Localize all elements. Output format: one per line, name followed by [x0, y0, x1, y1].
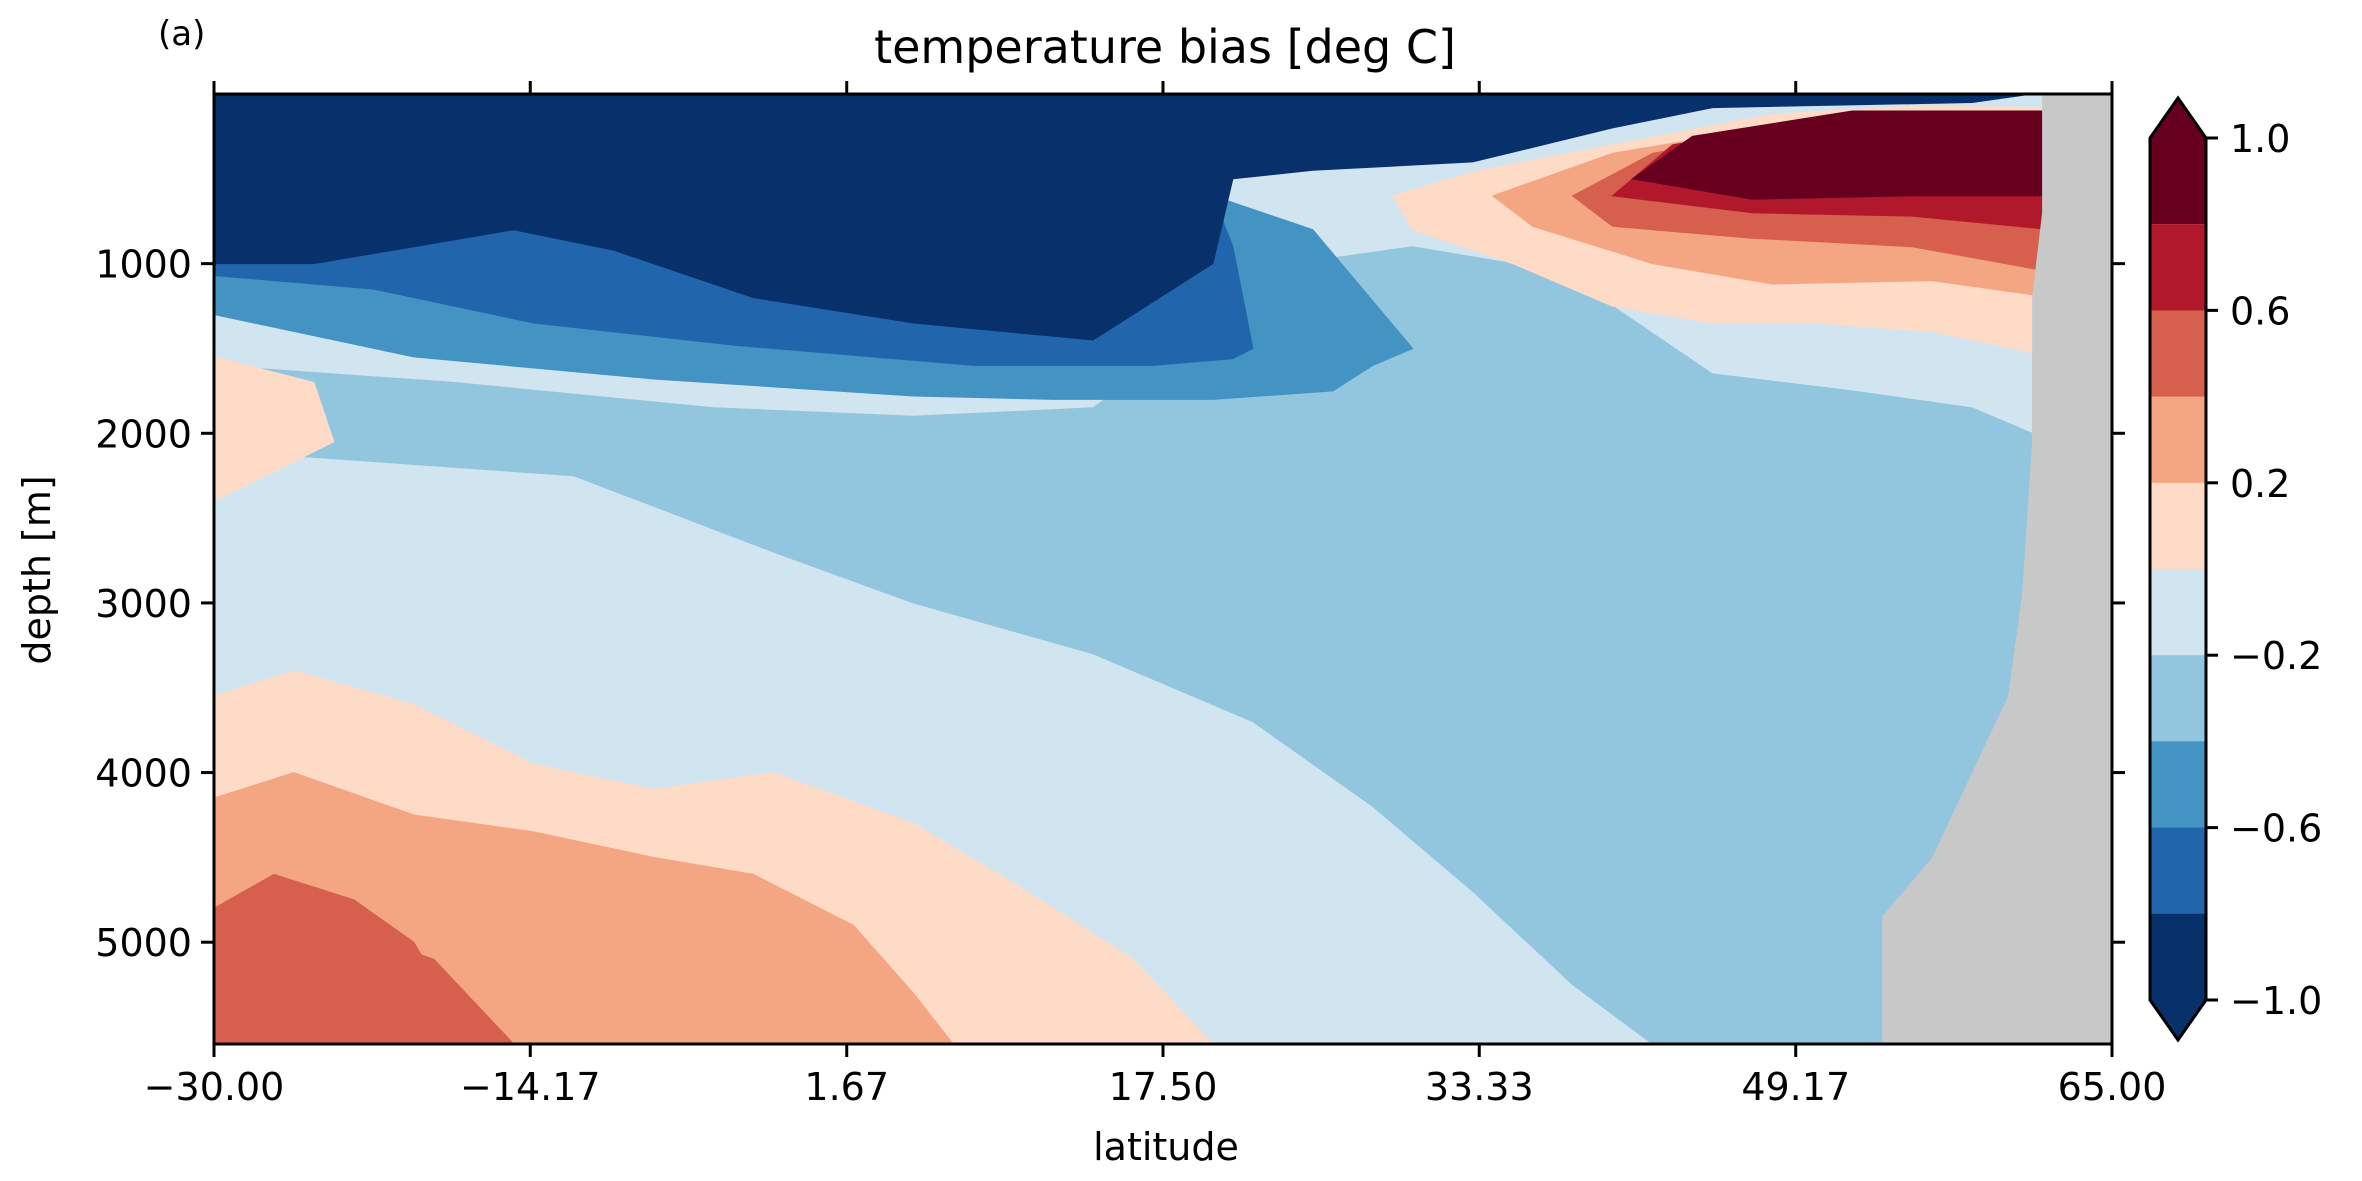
y-tick-label: 3000 [95, 582, 192, 626]
x-tick-label: 17.50 [1109, 1065, 1218, 1109]
y-tick-label: 5000 [95, 921, 192, 965]
x-tick-label: −14.17 [460, 1065, 601, 1109]
y-tick-label: 4000 [95, 752, 192, 796]
plot-area [214, 94, 2112, 1044]
land-mask [1882, 94, 2112, 1044]
x-tick-label: 65.00 [2058, 1065, 2167, 1109]
colorbar-swatch [2150, 655, 2206, 742]
contour-region-11 [214, 356, 335, 502]
y-axis-label: depth [m] [15, 475, 59, 664]
colorbar-tick-label: 0.6 [2230, 289, 2290, 333]
colorbar-swatch [2150, 224, 2206, 311]
x-tick-label: 49.17 [1741, 1065, 1850, 1109]
x-axis-label: latitude [1093, 1125, 1239, 1169]
x-tick-label: 1.67 [804, 1065, 889, 1109]
colorbar-swatch [2150, 482, 2206, 570]
colorbar-tick-label: −0.6 [2230, 807, 2322, 851]
colorbar-swatch [2150, 98, 2206, 225]
x-tick-label: 33.33 [1425, 1065, 1534, 1109]
contour-region-14 [333, 924, 515, 1044]
panel-label: (a) [158, 14, 205, 54]
colorbar-swatch [2150, 569, 2206, 656]
colorbar-tick-label: 1.0 [2230, 117, 2290, 161]
x-tick-label: −30.00 [144, 1065, 285, 1109]
colorbar-swatch [2150, 741, 2206, 829]
contour-region-4 [214, 94, 2033, 341]
colorbar-tick-label: −1.0 [2230, 979, 2322, 1023]
colorbar: 1.0 0.6 0.2 −0.2 −0.6 −1.0 [2148, 95, 2322, 1043]
colorbar-swatch [2150, 396, 2206, 484]
colorbar-tick-label: 0.2 [2230, 462, 2290, 506]
axes: −30.00 −14.17 1.67 17.50 33.33 49.17 65.00 1000… [95, 81, 2166, 1109]
colorbar-tick-label: −0.2 [2230, 634, 2322, 678]
colorbar-swatch [2150, 827, 2206, 915]
colorbar-swatch [2150, 913, 2206, 1040]
y-tick-label: 2000 [95, 412, 192, 456]
chart-title: temperature bias [deg C] [874, 20, 1456, 74]
y-tick-label: 1000 [95, 243, 192, 287]
colorbar-swatch [2150, 310, 2206, 398]
